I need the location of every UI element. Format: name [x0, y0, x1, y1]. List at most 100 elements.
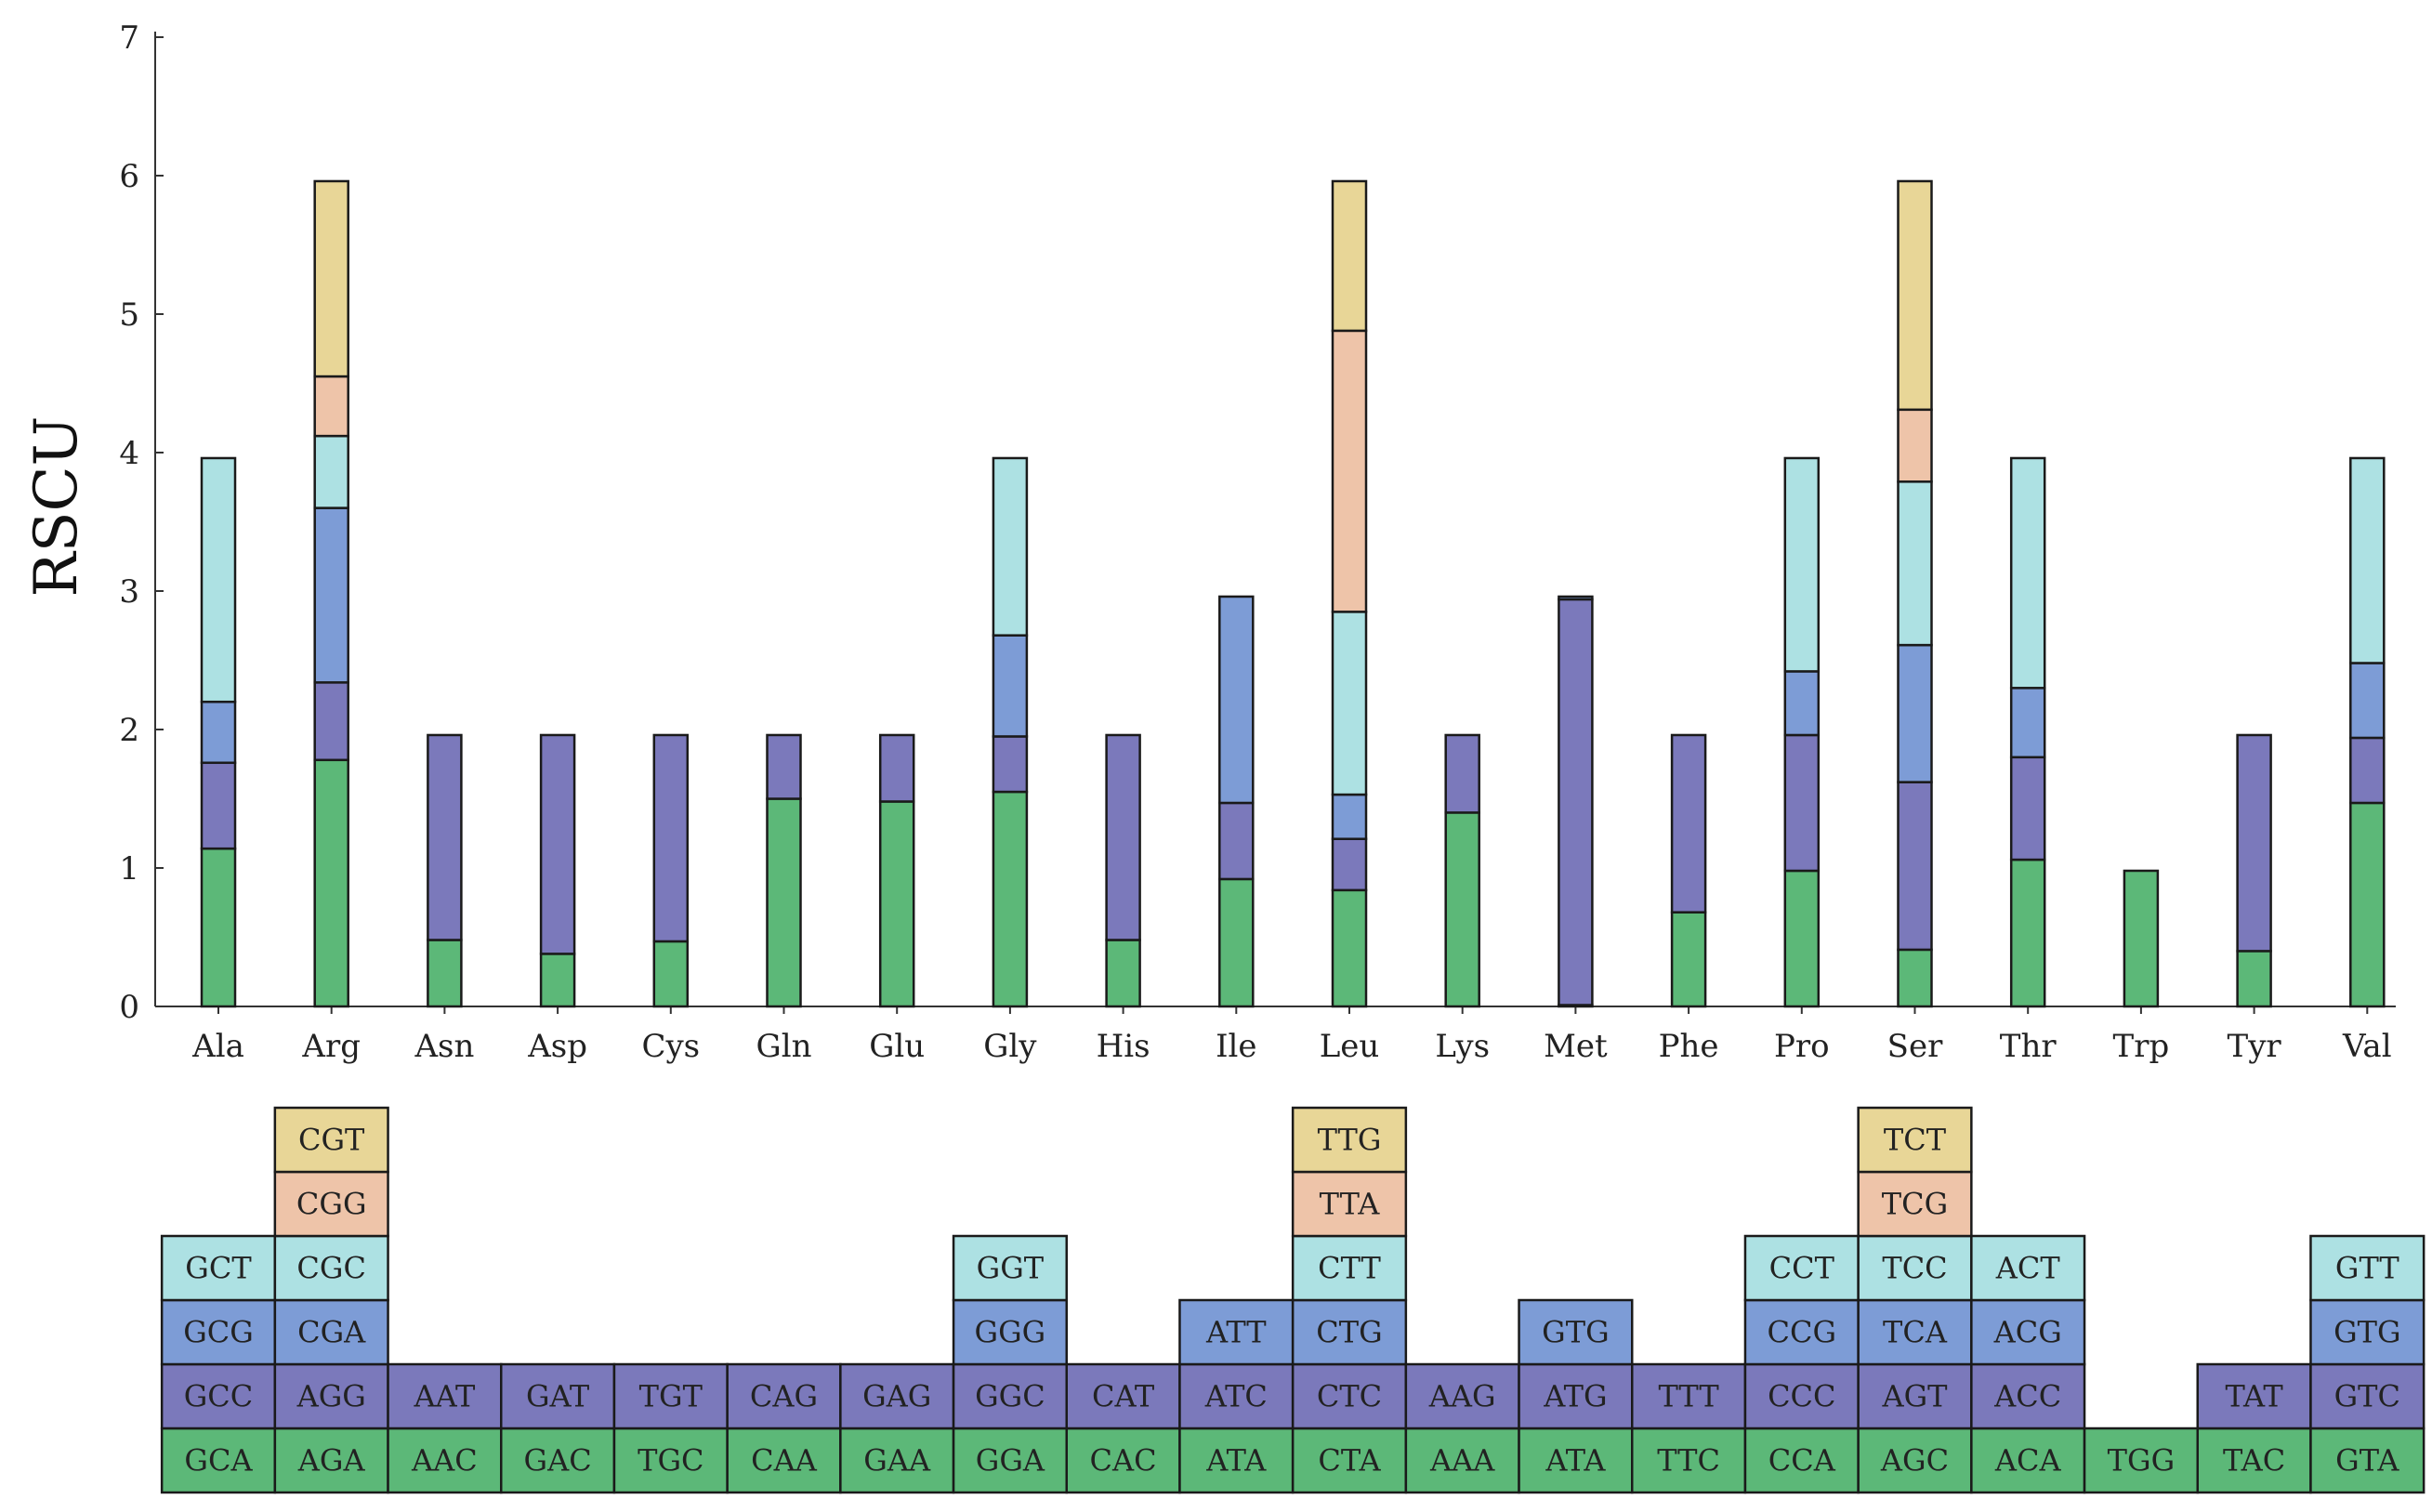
codon-label: CAG	[750, 1379, 818, 1414]
codon-cell-glu-gag	[839, 1362, 955, 1430]
codon-label: GCC	[184, 1379, 254, 1414]
codon-label: ACC	[1993, 1379, 2061, 1414]
codon-label: CCC	[1768, 1379, 1835, 1414]
x-tick-label-thr: Thr	[2000, 1028, 2057, 1065]
codon-label: AAC	[411, 1443, 478, 1479]
codon-cell-ser-agt	[1857, 1362, 1973, 1430]
bar-segment-val-gtt	[2349, 456, 2386, 664]
codon-label: GTA	[2335, 1443, 2399, 1479]
bar-segment-trp-tgg	[2123, 869, 2160, 1008]
codon-label: CGT	[298, 1123, 365, 1158]
bar-segment-leu-ctt	[1331, 611, 1368, 796]
codon-label: TTA	[1320, 1187, 1381, 1222]
bar-segment-gln-caa	[766, 797, 802, 1008]
codon-cell-arg-agg	[273, 1362, 389, 1430]
codon-label: CTA	[1318, 1443, 1381, 1479]
codon-label: ATA	[1545, 1443, 1606, 1479]
bar-segment-leu-ttg	[1331, 179, 1368, 333]
bar-segment-gln-cag	[766, 733, 802, 800]
bar-segment-asp-gac	[539, 953, 576, 1008]
codon-cell-val-gtt	[2309, 1234, 2425, 1302]
x-tick-label-gly: Gly	[983, 1028, 1037, 1065]
bar-segment-ser-agc	[1897, 948, 1933, 1008]
bar-segment-glu-gaa	[878, 800, 915, 1008]
codon-cell-ser-agc	[1857, 1427, 1973, 1494]
x-tick-label-tyr: Tyr	[2228, 1028, 2282, 1065]
x-tick-label-pro: Pro	[1774, 1028, 1830, 1065]
codon-label: ACG	[1993, 1315, 2062, 1350]
bar-segment-gly-ggc	[992, 735, 1029, 794]
codon-label: GTG	[2333, 1315, 2400, 1350]
bar-segment-val-gta	[2349, 801, 2386, 1008]
codon-label: TCT	[1884, 1123, 1947, 1158]
codon-cell-pro-cct	[1743, 1234, 1860, 1302]
codon-label: GGG	[975, 1315, 1046, 1350]
codon-label: TCC	[1882, 1251, 1947, 1286]
bar-segment-pro-ccg	[1783, 670, 1821, 737]
codon-cell-pro-ccc	[1743, 1362, 1860, 1430]
codon-cell-arg-cgt	[273, 1106, 389, 1174]
codon-label: CGA	[297, 1315, 366, 1350]
bar-segment-leu-ctg	[1331, 793, 1368, 840]
bar-segment-thr-act	[2009, 456, 2046, 690]
bar-segment-ala-gct	[200, 456, 237, 703]
codon-label: TGG	[2108, 1443, 2175, 1479]
codon-label: CTC	[1317, 1379, 1382, 1414]
codon-cell-tyr-tat	[2196, 1362, 2312, 1430]
bar-segment-leu-tta	[1331, 329, 1368, 613]
x-tick-label-val: Val	[2342, 1028, 2392, 1065]
codon-label: CGG	[296, 1187, 367, 1222]
codon-label: TAC	[2223, 1443, 2285, 1479]
codon-cell-trp-tgg	[2083, 1427, 2200, 1494]
y-tick-label: 2	[119, 712, 139, 749]
bar-segment-met-atg	[1558, 598, 1594, 1006]
bar-segment-ser-agt	[1897, 781, 1933, 952]
bar-segment-his-cat	[1105, 733, 1141, 941]
codon-label: GGT	[977, 1251, 1045, 1286]
bar-segment-tyr-tac	[2236, 950, 2272, 1008]
codon-label: ATA	[1205, 1443, 1267, 1479]
bar-segment-arg-cgg	[313, 375, 349, 438]
x-tick-label-met: Met	[1544, 1028, 1608, 1065]
bar-segment-cys-tgc	[652, 940, 690, 1008]
x-tick-label-asp: Asp	[527, 1028, 587, 1065]
x-tick-label-arg: Arg	[301, 1028, 361, 1065]
codon-cell-leu-tta	[1291, 1170, 1408, 1238]
codon-cell-val-gta	[2309, 1427, 2425, 1494]
bar-segment-asp-gat	[539, 733, 576, 955]
codon-cell-thr-act	[1970, 1234, 2086, 1302]
codon-cell-ser-tca	[1857, 1298, 1973, 1366]
bar-segment-pro-ccc	[1783, 733, 1821, 873]
bar-segment-gly-ggg	[992, 634, 1029, 738]
bar-segment-arg-agg	[313, 681, 349, 762]
codon-cell-arg-aga	[273, 1427, 389, 1494]
codon-cell-ala-gca	[160, 1427, 277, 1494]
codon-label: CGC	[296, 1251, 366, 1286]
codon-label: GGC	[975, 1379, 1045, 1414]
y-tick-label: 4	[119, 435, 139, 472]
codon-cell-his-cac	[1065, 1427, 1181, 1494]
bar-segment-ser-tca	[1897, 643, 1933, 783]
codon-label: GCG	[183, 1315, 254, 1350]
codon-label: TTG	[1318, 1123, 1382, 1158]
bar-segment-pro-cct	[1783, 456, 1821, 673]
x-tick-label-asn: Asn	[414, 1028, 474, 1065]
codon-cell-lys-aag	[1404, 1362, 1520, 1430]
codon-label: AAT	[413, 1379, 475, 1414]
bar-segment-phe-ttt	[1670, 733, 1707, 914]
y-tick-label: 3	[119, 573, 139, 611]
bar-segment-thr-acc	[2009, 756, 2046, 861]
codon-cell-leu-ctg	[1291, 1298, 1408, 1366]
codon-label: TTT	[1658, 1379, 1719, 1414]
codon-label: ACT	[1995, 1251, 2061, 1286]
bar-segment-arg-cgc	[313, 434, 349, 509]
codon-label: GTG	[1542, 1315, 1609, 1350]
bar-segment-arg-cgt	[313, 179, 349, 378]
bar-segment-asn-aat	[427, 733, 463, 941]
x-tick-label-gln: Gln	[756, 1028, 812, 1065]
codon-cell-arg-cga	[273, 1298, 389, 1366]
codon-label: TGC	[638, 1443, 703, 1479]
codon-label: AGC	[1880, 1443, 1949, 1479]
